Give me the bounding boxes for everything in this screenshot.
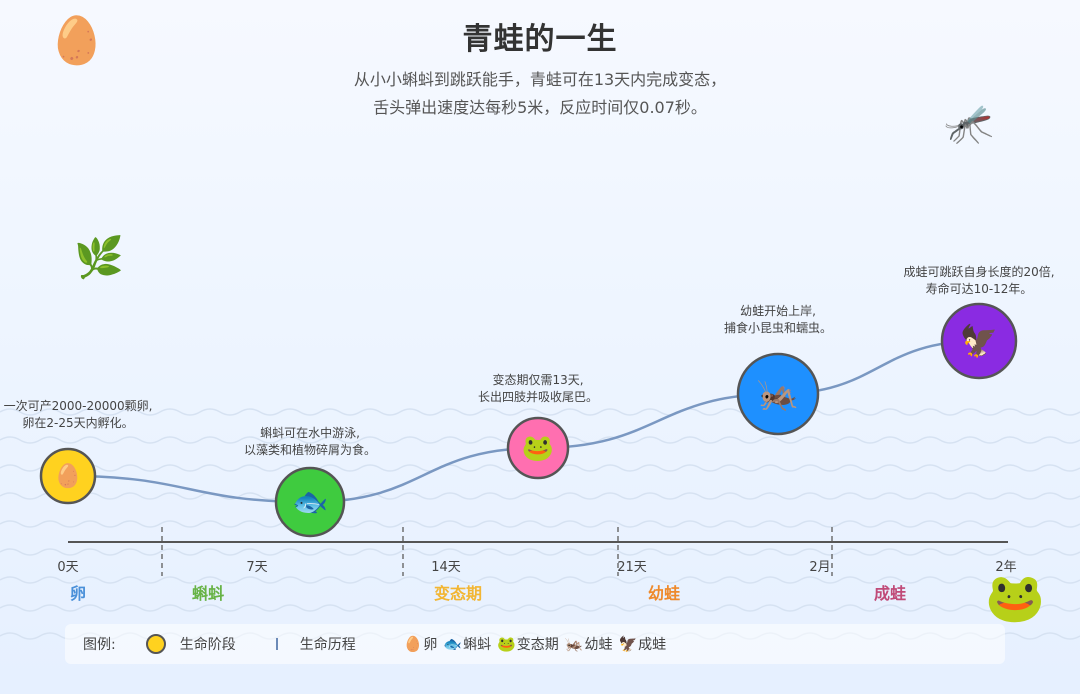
- stage-node-icon: 🥚: [54, 463, 83, 490]
- stage-label-metamorphosis: 变态期: [433, 584, 483, 603]
- legend-journey-swatch: [275, 638, 278, 650]
- stage-node-icon: 🦗: [757, 374, 799, 414]
- legend-item-label: 卵: [423, 637, 438, 653]
- timeline-tick-label: 21天: [617, 560, 647, 575]
- stage-label-froglet: 幼蛙: [647, 584, 681, 603]
- timeline-tick-label: 7天: [246, 560, 268, 575]
- stage-circle: [736, 352, 820, 436]
- stage-circle: [274, 466, 346, 538]
- legend-item-metamorphosis: 🐸 变态期: [497, 634, 559, 654]
- wave-line: [0, 604, 1080, 612]
- frog-icon: 🐸: [985, 570, 1045, 626]
- stage-node-egg[interactable]: 🥚: [39, 447, 97, 505]
- stage-note-line: 寿命可达10-12年。: [925, 282, 1033, 296]
- wave-line: [0, 576, 1080, 584]
- legend-item-tadpole: 🐟 蝌蚪: [443, 634, 491, 654]
- stage-circle: [39, 447, 97, 505]
- page-title: 青蛙的一生: [462, 22, 618, 57]
- legend-stage-label: 生命阶段: [179, 637, 236, 653]
- stage-node-froglet[interactable]: 🦗: [736, 352, 820, 436]
- stage-note-line: 长出四肢并吸收尾巴。: [477, 390, 599, 404]
- stage-nodes: 🥚 🐟 🐸 🦗 🦅: [39, 302, 1018, 538]
- legend-stage-swatch: [145, 634, 166, 654]
- subtitle-line-2: 舌头弹出速度达每秒5米，反应时间仅0.07秒。: [373, 98, 707, 117]
- legend-item-egg: 🥚 卵: [404, 634, 438, 654]
- stage-node-adult[interactable]: 🦅: [940, 302, 1018, 380]
- subtitle-line-1: 从小小蝌蚪到跳跃能手，青蛙可在13天内完成变态，: [353, 70, 727, 89]
- stage-node-icon: 🐸: [522, 433, 554, 463]
- wave-line: [0, 548, 1080, 556]
- stage-note-metamorphosis: 变态期仅需13天, 长出四肢并吸收尾巴。: [478, 372, 598, 406]
- legend-item-label: 变态期: [516, 637, 559, 653]
- legend-item-icon: 🥚: [403, 635, 423, 653]
- legend-item-label: 蝌蚪: [463, 637, 492, 653]
- stage-note-line: 变态期仅需13天,: [492, 373, 584, 387]
- timeline-tick-label: 0天: [57, 560, 79, 575]
- stage-circle: [940, 302, 1018, 380]
- stage-label-adult: 成蛙: [873, 584, 907, 603]
- timeline-tick-label: 14天: [431, 560, 461, 575]
- stage-label-tadpole: 蝌蚪: [191, 584, 225, 603]
- legend-item-icon: 🦅: [618, 635, 638, 653]
- legend-item-label: 幼蛙: [584, 637, 613, 653]
- wave-line: [0, 492, 1080, 500]
- stage-note-line: 蝌蚪可在水中游泳,: [260, 426, 360, 440]
- egg-icon: 🥚: [48, 13, 106, 67]
- legend-items: 🥚 卵 🐟 蝌蚪 🐸 变态期 🦗 幼蛙 🦅 成蛙: [404, 634, 666, 654]
- mosquito-icon: 🦟: [944, 101, 994, 147]
- stage-note-froglet: 幼蛙开始上岸, 捕食小昆虫和蠕虫。: [724, 303, 832, 337]
- legend-item-froglet: 🦗 幼蛙: [565, 634, 613, 654]
- timeline-tick-label: 2年: [995, 560, 1017, 575]
- legend-item-icon: 🐸: [497, 635, 516, 653]
- page-subtitle: 从小小蝌蚪到跳跃能手，青蛙可在13天内完成变态， 舌头弹出速度达每秒5米，反应时…: [0, 66, 1080, 122]
- timeline-tick-label: 2月: [809, 560, 831, 575]
- legend-item-adult: 🦅 成蛙: [618, 634, 666, 654]
- stage-node-icon: 🦅: [960, 321, 999, 359]
- stage-note-line: 一次可产2000-20000颗卵,: [3, 399, 153, 413]
- stage-node-tadpole[interactable]: 🐟: [274, 466, 346, 538]
- legend-item-label: 成蛙: [638, 637, 667, 653]
- legend: 图例: 生命阶段 生命历程 🥚 卵 🐟 蝌蚪 🐸 变态期 🦗 幼蛙 🦅 成蛙: [65, 624, 1005, 664]
- stage-note-adult: 成蛙可跳跃自身长度的20倍, 寿命可达10-12年。: [903, 264, 1054, 298]
- legend-item-icon: 🦗: [564, 635, 584, 653]
- stage-note-line: 以藻类和植物碎屑为食。: [243, 443, 377, 457]
- wave-line: [0, 520, 1080, 528]
- stage-circle: [506, 416, 570, 480]
- legend-journey-label: 生命历程: [299, 637, 356, 653]
- herb-icon: 🌿: [74, 235, 124, 281]
- stage-node-icon: 🐟: [292, 485, 328, 519]
- wave-line: [0, 408, 1080, 416]
- legend-title: 图例:: [83, 637, 116, 653]
- stage-note-line: 捕食小昆虫和蠕虫。: [723, 321, 833, 335]
- stage-note-line: 幼蛙开始上岸,: [740, 304, 816, 318]
- stage-dividers: [161, 527, 833, 576]
- stage-node-metamorphosis[interactable]: 🐸: [506, 416, 570, 480]
- stage-note-line: 卵在2-25天内孵化。: [22, 416, 134, 430]
- stage-label-egg: 卵: [69, 584, 87, 603]
- stage-note-line: 成蛙可跳跃自身长度的20倍,: [903, 265, 1055, 279]
- stage-note-tadpole: 蝌蚪可在水中游泳, 以藻类和植物碎屑为食。: [244, 425, 376, 459]
- stage-note-egg: 一次可产2000-20000颗卵, 卵在2-25天内孵化。: [4, 398, 153, 432]
- legend-item-icon: 🐟: [443, 635, 463, 653]
